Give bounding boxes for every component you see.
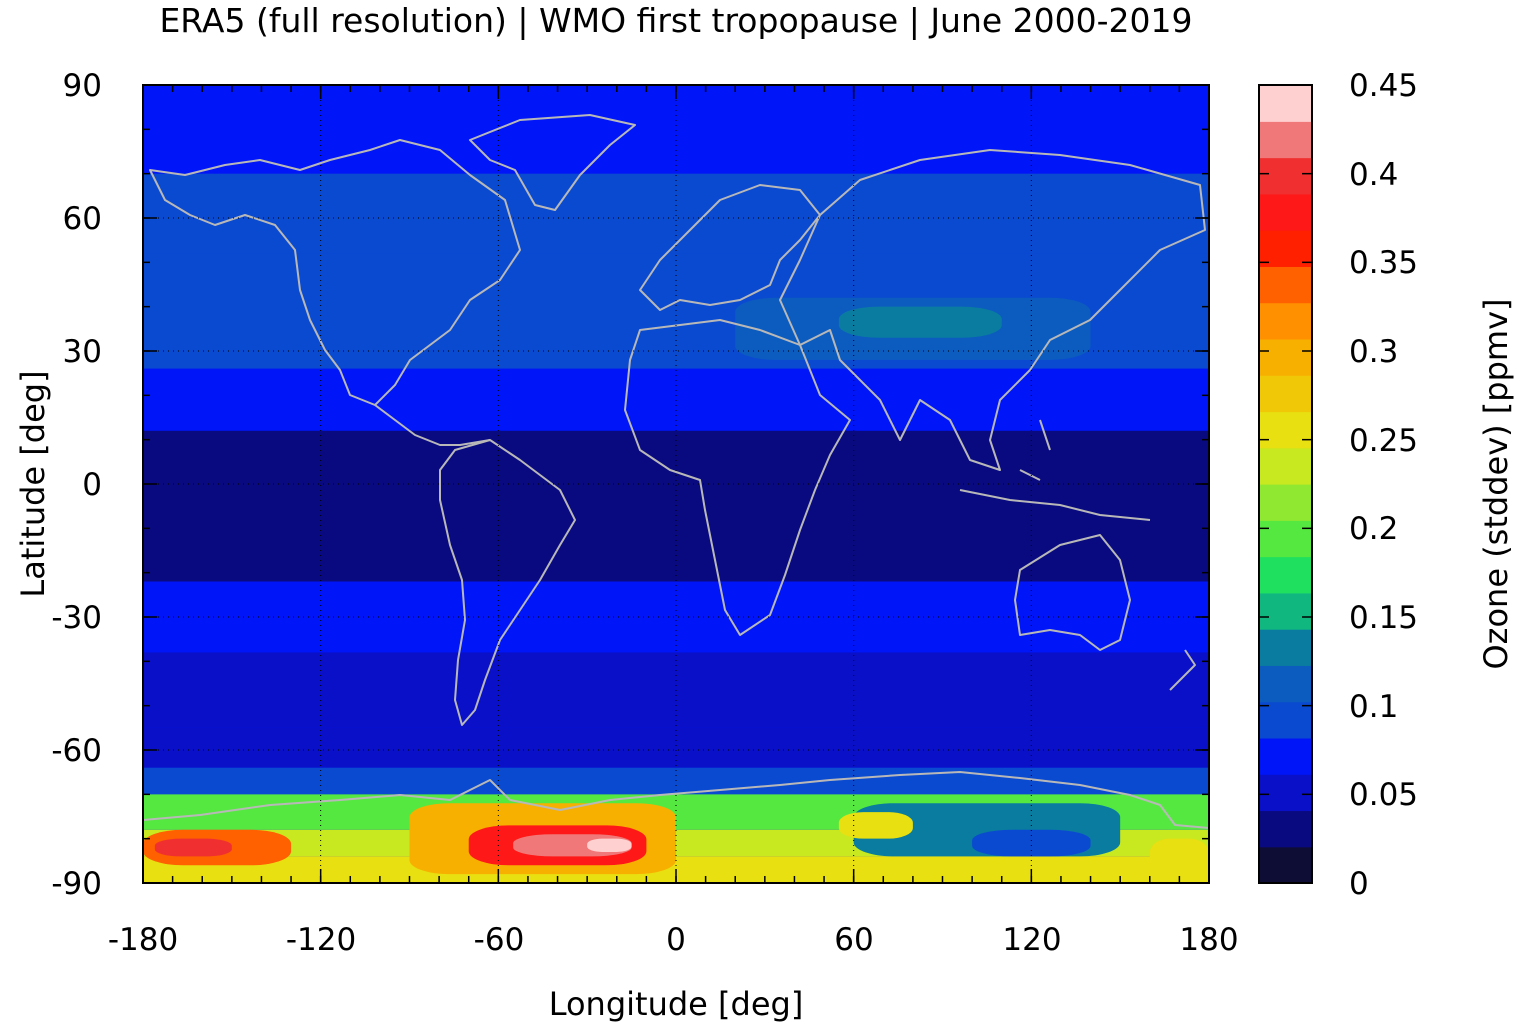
x-tick-label: 180 [1179, 922, 1238, 958]
coastlines [143, 114, 1209, 829]
field-southern-band [676, 599, 1209, 635]
colorbar-swatch [1259, 484, 1312, 521]
colorbar-tick-label: 0.4 [1349, 157, 1398, 193]
colorbar-swatch [1259, 411, 1312, 449]
coastline-europe [639, 184, 821, 311]
colorbar-swatch [1259, 810, 1312, 848]
y-tick-labels: 90 60 30 0 -30 -60 -90 [51, 68, 102, 902]
colorbar-swatch [1259, 520, 1312, 558]
colorbar-swatch [1259, 629, 1312, 666]
colorbar-tick-label: 0.15 [1349, 600, 1418, 636]
field-weddell-max [587, 838, 632, 852]
field-band [143, 767, 1209, 795]
colorbar-tick-label: 0.2 [1349, 511, 1398, 547]
coastline-maritime-asia [959, 419, 1151, 521]
colorbar-tick-label: 0.35 [1349, 245, 1418, 281]
coastline-antarctica [143, 771, 1209, 829]
y-axis-label: Latitude [deg] [14, 370, 52, 597]
coastline-central-america [374, 404, 491, 446]
coastline-north-america [149, 139, 521, 406]
coastline-asia [779, 149, 1206, 471]
colorbar-swatch [1259, 193, 1312, 231]
field-north-pacific [143, 262, 380, 351]
colorbar: 0 0.05 0.1 0.15 0.2 0.25 0.3 0.35 0.4 0.… [1258, 68, 1515, 902]
x-tick-label: -180 [108, 922, 178, 958]
colorbar-swatch [1259, 157, 1312, 195]
field-antarctic-west-peak [154, 838, 232, 857]
colorbar-tick-marks [1259, 84, 1312, 884]
colorbar-swatch [1259, 701, 1312, 739]
colorbar-swatch [1259, 665, 1312, 703]
map-frame [142, 84, 1210, 884]
colorbar-swatch [1259, 121, 1312, 159]
map-panel [142, 84, 1210, 884]
colorbar-swatch [1259, 447, 1312, 485]
colorbar-swatch [1259, 774, 1312, 812]
field-features [143, 262, 1209, 875]
field-antarctic-east-low [972, 829, 1091, 857]
y-tick-label: 60 [63, 201, 102, 237]
x-tick-label: -60 [474, 922, 525, 958]
colorbar-swatch [1259, 230, 1312, 267]
colorbar-tick-label: 0.1 [1349, 689, 1398, 725]
x-tick-labels: -180 -120 -60 0 60 120 180 [108, 922, 1239, 958]
field-band [143, 727, 1209, 768]
figure-title: ERA5 (full resolution) | WMO first tropo… [159, 1, 1192, 40]
y-tick-label: 0 [82, 467, 102, 503]
colorbar-swatch [1259, 592, 1312, 630]
colorbar-swatch [1259, 302, 1312, 340]
colorbar-tick-label: 0.45 [1349, 68, 1418, 104]
field-band [143, 430, 1209, 582]
coastline-australia [1014, 534, 1131, 651]
colorbar-swatch [1259, 338, 1312, 376]
y-tick-label: 90 [63, 68, 102, 104]
y-tick-label: -30 [51, 600, 102, 636]
colorbar-swatch [1259, 266, 1312, 304]
colorbar-swatch [1259, 846, 1312, 884]
colorbar-swatches [1259, 85, 1312, 884]
colorbar-tick-label: 0.3 [1349, 334, 1398, 370]
coastline-south-america [439, 439, 576, 726]
y-tick-label: 30 [63, 334, 102, 370]
colorbar-tick-label: 0 [1349, 866, 1369, 902]
y-tick-label: -90 [51, 866, 102, 902]
colorbar-swatch [1259, 556, 1312, 594]
field-indian-ocean-high [838, 812, 913, 839]
field-bands [143, 85, 1209, 883]
tick-marks [142, 84, 1210, 884]
field-band [143, 368, 1209, 431]
colorbar-label: Ozone (stddev) [ppmv] [1477, 298, 1515, 669]
x-tick-label: 0 [666, 922, 686, 958]
colorbar-frame [1258, 84, 1313, 884]
y-tick-label: -60 [51, 733, 102, 769]
field-pacific-sector-high [1149, 838, 1209, 875]
x-axis-label: Longitude [deg] [549, 985, 804, 1023]
coastline-africa [624, 319, 851, 636]
field-band [143, 85, 1209, 174]
colorbar-swatch [1259, 85, 1312, 122]
coastline-new-zealand [1169, 649, 1196, 691]
grid-lines [143, 85, 1209, 883]
coastline-greenland [469, 114, 636, 211]
field-asia-jet-core [838, 306, 1002, 338]
x-tick-label: -120 [286, 922, 356, 958]
x-tick-label: 60 [834, 922, 873, 958]
colorbar-swatch [1259, 375, 1312, 413]
colorbar-swatch [1259, 737, 1312, 775]
colorbar-tick-label: 0.05 [1349, 777, 1418, 813]
x-tick-label: 120 [1002, 922, 1061, 958]
colorbar-tick-label: 0.25 [1349, 423, 1418, 459]
colorbar-tick-labels: 0 0.05 0.1 0.15 0.2 0.25 0.3 0.35 0.4 0.… [1349, 68, 1418, 902]
